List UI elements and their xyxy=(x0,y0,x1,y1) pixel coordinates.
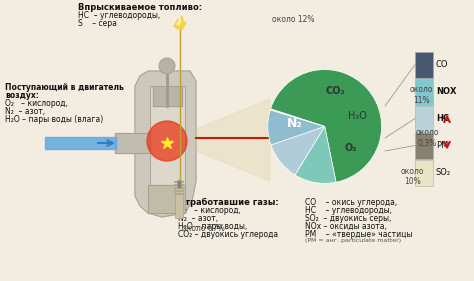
Wedge shape xyxy=(271,126,325,175)
Text: HC  – углеводороды,: HC – углеводороды, xyxy=(78,11,160,20)
Text: H₂O: H₂O xyxy=(348,111,367,121)
Text: O₂: O₂ xyxy=(344,143,356,153)
Text: около 12%: около 12% xyxy=(272,15,315,24)
Text: CO: CO xyxy=(436,60,448,69)
Bar xyxy=(175,188,183,218)
Polygon shape xyxy=(153,86,182,106)
Bar xyxy=(174,187,184,189)
Bar xyxy=(174,193,184,195)
Bar xyxy=(174,181,184,183)
Text: (PM = анг. particulate matter): (PM = анг. particulate matter) xyxy=(305,238,401,243)
Text: HC    – углеводороды,: HC – углеводороды, xyxy=(305,206,392,215)
Polygon shape xyxy=(150,86,185,186)
Bar xyxy=(174,184,184,186)
Bar xyxy=(415,52,433,78)
Text: N₂  – азот,: N₂ – азот, xyxy=(178,214,218,223)
Text: около
0,3%: около 0,3% xyxy=(415,128,439,148)
Bar xyxy=(415,79,433,105)
Bar xyxy=(415,133,433,159)
Text: воздух:: воздух: xyxy=(5,91,39,100)
Polygon shape xyxy=(148,185,185,213)
Polygon shape xyxy=(174,16,186,29)
Text: NOΧ: NOΧ xyxy=(436,87,456,96)
Text: SO₂  – двуокись серы,: SO₂ – двуокись серы, xyxy=(305,214,392,223)
Polygon shape xyxy=(177,19,181,25)
Polygon shape xyxy=(196,99,270,181)
Wedge shape xyxy=(271,70,382,182)
Text: HC: HC xyxy=(436,114,449,123)
Text: около 67%: около 67% xyxy=(182,224,225,233)
Text: CO₂: CO₂ xyxy=(325,86,345,96)
Text: NOx – оксиды азота,: NOx – оксиды азота, xyxy=(305,222,387,231)
Text: PM: PM xyxy=(436,141,448,150)
Bar xyxy=(415,160,433,186)
Circle shape xyxy=(147,121,187,161)
Text: N₂: N₂ xyxy=(287,117,303,130)
Text: O₂   – кислород,: O₂ – кислород, xyxy=(178,206,241,215)
Bar xyxy=(177,180,181,188)
Bar xyxy=(174,190,184,192)
Polygon shape xyxy=(135,71,196,217)
Text: SO₂: SO₂ xyxy=(436,168,451,177)
Wedge shape xyxy=(270,109,325,126)
Text: около
11%: около 11% xyxy=(410,85,433,105)
Circle shape xyxy=(159,58,175,74)
Text: CO₂ – двуокись углерода: CO₂ – двуокись углерода xyxy=(178,230,278,239)
Text: H₂O – пары воды,: H₂O – пары воды, xyxy=(178,222,247,231)
Wedge shape xyxy=(295,126,336,183)
Text: около
10%: около 10% xyxy=(401,167,425,186)
Text: Впрыскиваемое топливо:: Впрыскиваемое топливо: xyxy=(78,3,202,12)
Bar xyxy=(415,106,433,132)
Text: S    – сера: S – сера xyxy=(78,19,117,28)
Text: CO    – окись углерода,: CO – окись углерода, xyxy=(305,198,397,207)
Wedge shape xyxy=(268,110,325,145)
Polygon shape xyxy=(45,137,116,149)
Text: H₂O – пары воды (влага): H₂O – пары воды (влага) xyxy=(5,115,103,124)
Text: N₂  – азот,: N₂ – азот, xyxy=(5,107,45,116)
Text: Отработавшие газы:: Отработавшие газы: xyxy=(178,198,279,207)
Polygon shape xyxy=(115,133,150,153)
Text: O₂   – кислород,: O₂ – кислород, xyxy=(5,99,68,108)
Text: Поступающий в двигатель: Поступающий в двигатель xyxy=(5,83,124,92)
Text: PM    – «твердые» частицы: PM – «твердые» частицы xyxy=(305,230,412,239)
